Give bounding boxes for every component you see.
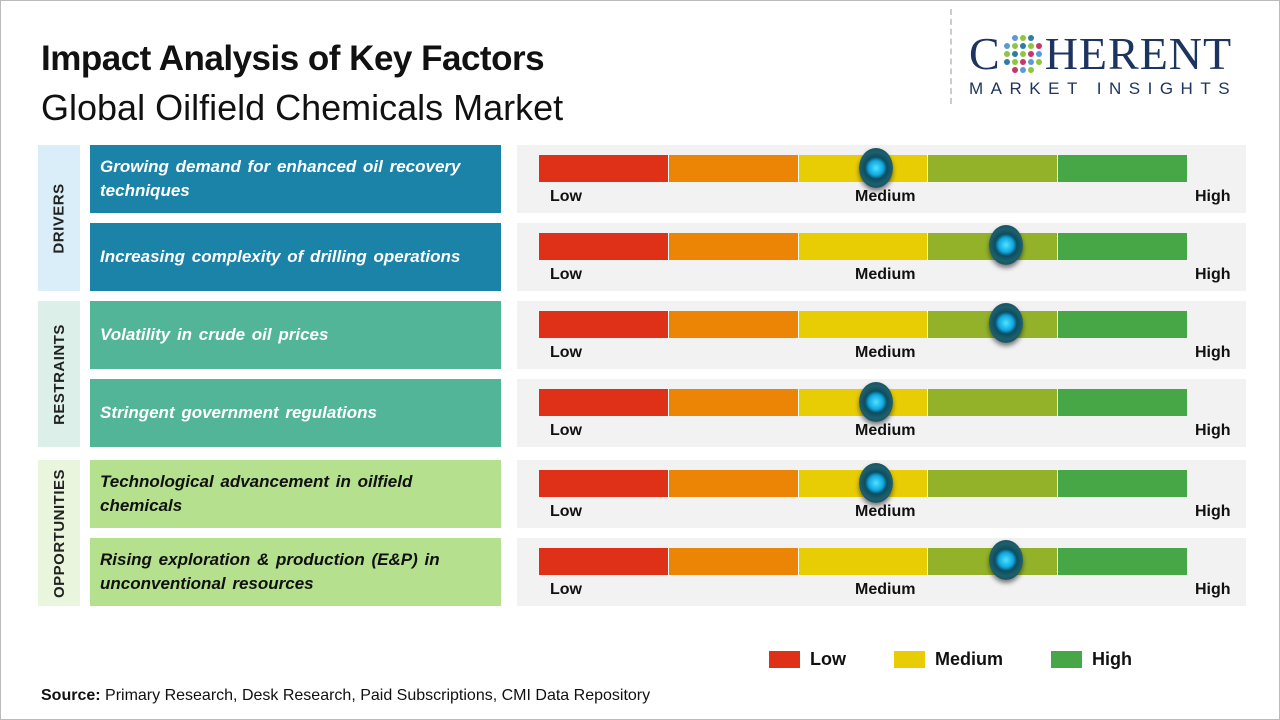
gauge-segment [539,233,669,260]
gauge-segment [1058,155,1187,182]
factor-label: Increasing complexity of drilling operat… [90,223,501,291]
gauge-label: Medium [855,581,916,598]
impact-gauge: Low Medium High [517,301,1246,369]
gauge-segment [539,548,669,575]
category-drivers: DRIVERS [38,145,80,291]
gauge-label: Low [550,422,582,439]
gauge-scale-bar [539,155,1187,182]
factor-label: Technological advancement in oilfield ch… [90,460,501,528]
impact-gauge: Low Medium High [517,145,1246,213]
gauge-segment [1058,470,1187,497]
page-title: Impact Analysis of Key Factors [41,39,545,78]
category-restraints: RESTRAINTS [38,301,80,447]
gauge-scale-bar [539,548,1187,575]
logo-subtext: MARKET INSIGHTS [969,79,1238,98]
impact-indicator-knob [988,540,1023,580]
gauge-label: Low [550,188,582,205]
gauge-segment [798,233,929,260]
gauge-segment [668,233,799,260]
legend-item: Low [769,649,846,670]
factor-label: Stringent government regulations [90,379,501,447]
source-text: Primary Research, Desk Research, Paid Su… [100,687,651,704]
page-subtitle: Global Oilfield Chemicals Market [41,87,564,128]
legend-swatch [1051,651,1083,668]
gauge-segment [928,155,1059,182]
legend-label: Medium [935,649,1004,669]
impact-indicator-knob [988,303,1023,343]
category-opportunities: OPPORTUNITIES [38,460,80,606]
logo-text-left: C [969,28,1001,79]
gauge-label: High [1195,581,1231,598]
impact-gauge: Low Medium High [517,379,1246,447]
gauge-label: Medium [855,188,916,205]
gauge-segment [798,548,929,575]
gauge-label: Low [550,266,582,283]
logo-divider [950,9,952,104]
gauge-segment [1058,233,1187,260]
category-label: DRIVERS [50,182,68,254]
impact-indicator-knob [858,148,893,188]
gauge-label: High [1195,344,1231,361]
legend: Low Medium High [769,649,1132,670]
category-label: RESTRAINTS [50,323,68,425]
legend-label: Low [810,649,846,669]
gauge-label: High [1195,266,1231,283]
impact-gauge: Low Medium High [517,460,1246,528]
gauge-segment [668,155,799,182]
source-label: Source: [41,687,101,704]
gauge-label: High [1195,422,1231,439]
gauge-segment [539,155,669,182]
gauge-segment [539,470,669,497]
gauge-segment [668,470,799,497]
gauge-segment [928,470,1059,497]
legend-item: Medium [894,649,1003,670]
coherent-logo: C HERENT MARKET INSIGHTS [969,31,1264,99]
gauge-segment [928,389,1059,416]
gauge-label: Low [550,344,582,361]
factor-label: Growing demand for enhanced oil recovery… [90,145,501,213]
impact-gauge: Low Medium High [517,223,1246,291]
gauge-label: Medium [855,344,916,361]
gauge-segment [1058,311,1187,338]
factor-label: Volatility in crude oil prices [90,301,501,369]
gauge-scale-bar [539,311,1187,338]
gauge-segment [798,311,929,338]
logo-text-right: HERENT [1044,28,1233,79]
gauge-label: Medium [855,503,916,520]
gauge-label: Medium [855,422,916,439]
gauge-segment [539,389,669,416]
gauge-segment [1058,548,1187,575]
gauge-segment [668,548,799,575]
legend-label: High [1092,649,1133,669]
logo-globe-icon [1003,35,1042,73]
source-note: Source: Primary Research, Desk Research,… [41,687,650,705]
gauge-label: High [1195,503,1231,520]
impact-indicator-knob [858,382,893,422]
gauge-label: High [1195,188,1231,205]
gauge-scale-bar [539,470,1187,497]
gauge-label: Low [550,503,582,520]
gauge-label: Low [550,581,582,598]
gauge-label: Medium [855,266,916,283]
gauge-segment [668,389,799,416]
gauge-segment [1058,389,1187,416]
gauge-segment [668,311,799,338]
impact-indicator-knob [988,225,1023,265]
factor-label: Rising exploration & production (E&P) in… [90,538,501,606]
impact-indicator-knob [858,463,893,503]
category-label: OPPORTUNITIES [50,468,68,598]
legend-item: High [1051,649,1132,670]
impact-gauge: Low Medium High [517,538,1246,606]
legend-swatch [894,651,925,668]
gauge-scale-bar [539,233,1187,260]
legend-swatch [769,651,800,668]
gauge-segment [539,311,669,338]
